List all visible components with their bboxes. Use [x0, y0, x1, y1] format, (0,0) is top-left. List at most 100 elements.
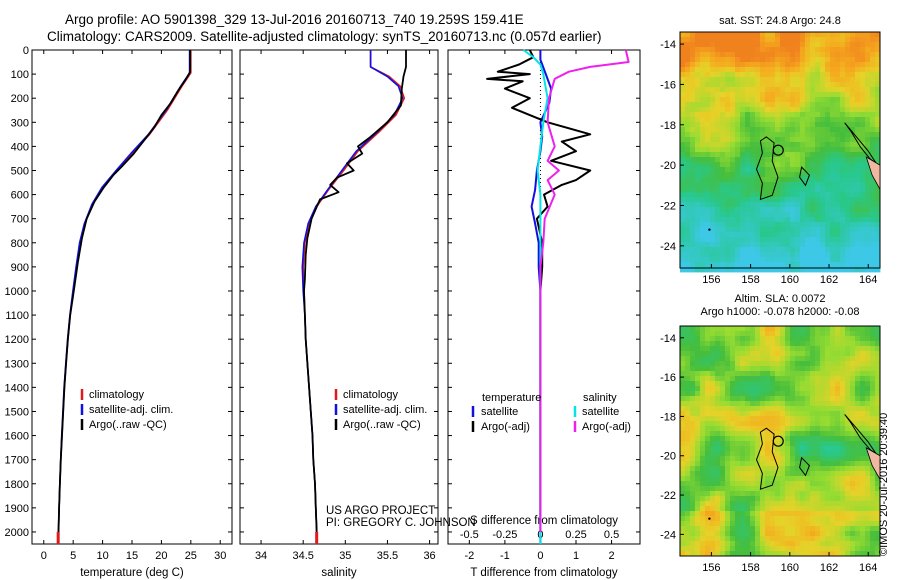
- x-tick-label: 35.5: [377, 550, 398, 562]
- x-tick-label: 25: [185, 550, 197, 562]
- x-tick-label: -1: [500, 550, 510, 562]
- y-tick-label: 1300: [5, 358, 29, 370]
- x-tick-label: 20: [155, 550, 167, 562]
- map-y-tick-label: -24: [660, 241, 676, 253]
- s-tick-label: -0.25: [492, 529, 517, 541]
- y-tick-label: 500: [11, 165, 29, 177]
- map-y-tick-label: -24: [660, 529, 676, 541]
- x-tick-label: 36: [423, 550, 435, 562]
- timestamp-credit: ©IMOS 20-Jul-2016 20:39:40: [878, 412, 890, 556]
- y-tick-label: 1900: [5, 503, 29, 515]
- x-axis-label: temperature (deg C): [80, 567, 184, 579]
- map-x-tick-label: 162: [820, 562, 838, 574]
- x-axis-label: salinity: [321, 567, 356, 579]
- x-tick-label: 34: [255, 550, 267, 562]
- panel-frame: [31, 49, 233, 545]
- y-tick-label: 900: [11, 262, 29, 274]
- y-tick-label: 2000: [5, 527, 29, 539]
- panel-frame: [239, 49, 439, 545]
- map-x-tick-label: 162: [820, 274, 838, 286]
- s-tick-label: 0.25: [565, 529, 586, 541]
- y-tick-label: 700: [11, 214, 29, 226]
- y-tick-label: 300: [11, 117, 29, 129]
- y-tick-label: 1400: [5, 382, 29, 394]
- x-tick-label: 35: [339, 550, 351, 562]
- x-tick-label: 10: [96, 550, 108, 562]
- legend-label: Argo(-adj): [481, 421, 530, 433]
- seamount-dot: [708, 517, 711, 520]
- y-tick-label: 800: [11, 238, 29, 250]
- s-axis-label: S difference from climatology: [470, 515, 618, 527]
- x-tick-label: 2: [608, 550, 614, 562]
- legend-title-salinity: salinity: [583, 392, 617, 404]
- sst-map: 156 158 160 162 164 -14 -16 -18 -20 -22 -24: [660, 31, 881, 286]
- map-frame: [679, 325, 881, 557]
- map-y-tick-label: -18: [660, 411, 676, 423]
- profile-panel-2: 34 34.5 35 35.5 36 salinity climatology satelli…: [239, 49, 439, 579]
- legend-label: satellite-adj. clim.: [343, 404, 427, 416]
- y-tick-label: 1800: [5, 479, 29, 491]
- x-tick-label: 30: [214, 550, 226, 562]
- map-y-tick-label: -14: [660, 333, 676, 345]
- legend-label: Argo(..raw -QC): [343, 419, 421, 431]
- y-tick-label: 1500: [5, 406, 29, 418]
- seamount-dot: [708, 228, 711, 231]
- legend-label: Argo(..raw -QC): [89, 419, 167, 431]
- legend-label: satellite: [481, 406, 518, 418]
- legend-label: climatology: [89, 389, 145, 401]
- y-tick-label: 1100: [5, 310, 29, 322]
- map-field: [680, 32, 881, 273]
- project-line-1: US ARGO PROJECT: [326, 505, 435, 517]
- y-tick-label: 0: [23, 45, 29, 57]
- header-line-2: Climatology: CARS2009. Satellite-adjuste…: [47, 29, 602, 44]
- map-x-tick-label: 158: [741, 274, 759, 286]
- map-y-tick-label: -20: [660, 451, 676, 463]
- map-x-tick-label: 156: [702, 274, 720, 286]
- map-y-tick-label: -20: [660, 160, 676, 172]
- map-y-tick-label: -16: [660, 79, 676, 91]
- y-tick-label: 200: [11, 93, 29, 105]
- y-tick-label: 600: [11, 190, 29, 202]
- y-tick-label: 100: [11, 69, 29, 81]
- header-line-1: Argo profile: AO 5901398_329 13-Jul-2016…: [65, 12, 524, 27]
- profile-panel-1: 0 100 200 300 400 500 600 700 800 900 1000 1100 1200…: [5, 45, 233, 579]
- map-x-tick-label: 156: [702, 562, 720, 574]
- y-tick-label: 400: [11, 141, 29, 153]
- map-x-tick-label: 164: [859, 562, 877, 574]
- x-tick-label: -2: [464, 550, 474, 562]
- map-x-tick-label: 158: [741, 562, 759, 574]
- coast-land: [865, 156, 881, 191]
- sla-label-2: Argo h1000: -0.078 h2000: -0.08: [700, 306, 859, 318]
- sla-map: 156 158 160 162 164 -14 -16 -18 -20 -22 -24: [660, 325, 881, 574]
- reef-outline: [755, 136, 779, 201]
- map-y-tick-label: -14: [660, 39, 676, 51]
- map-x-tick-label: 160: [781, 562, 799, 574]
- x-tick-label: 15: [126, 550, 138, 562]
- s-tick-label: -0.5: [460, 529, 479, 541]
- map-frame: [679, 31, 881, 269]
- x-tick-label: 34.5: [292, 550, 313, 562]
- legend-title-temperature: temperature: [482, 392, 541, 404]
- x-tick-label: 0: [537, 550, 543, 562]
- x-tick-label: 1: [573, 550, 579, 562]
- sst-label: sat. SST: 24.8 Argo: 24.8: [719, 15, 841, 27]
- sla-label-1: Altim. SLA: 0.0072: [734, 293, 825, 305]
- y-tick-label: 1700: [5, 455, 29, 467]
- y-tick-label: 1600: [5, 431, 29, 443]
- series-salinity-salinity_argo: [539, 49, 630, 532]
- reef-outline: [799, 166, 810, 187]
- map-y-tick-label: -22: [660, 490, 676, 502]
- project-line-2: PI: GREGORY C. JOHNSON: [326, 517, 476, 529]
- s-tick-label: 0.5: [604, 529, 619, 541]
- x-tick-label: 5: [70, 550, 76, 562]
- reef-outline: [799, 456, 810, 477]
- reef-outline: [755, 427, 779, 490]
- map-y-tick-label: -16: [660, 372, 676, 384]
- map-x-tick-label: 160: [781, 274, 799, 286]
- series-argo: [57, 50, 192, 533]
- map-x-tick-label: 164: [859, 274, 877, 286]
- legend-label: satellite: [582, 406, 619, 418]
- y-tick-label: 1000: [5, 286, 29, 298]
- y-tick-label: 1200: [5, 334, 29, 346]
